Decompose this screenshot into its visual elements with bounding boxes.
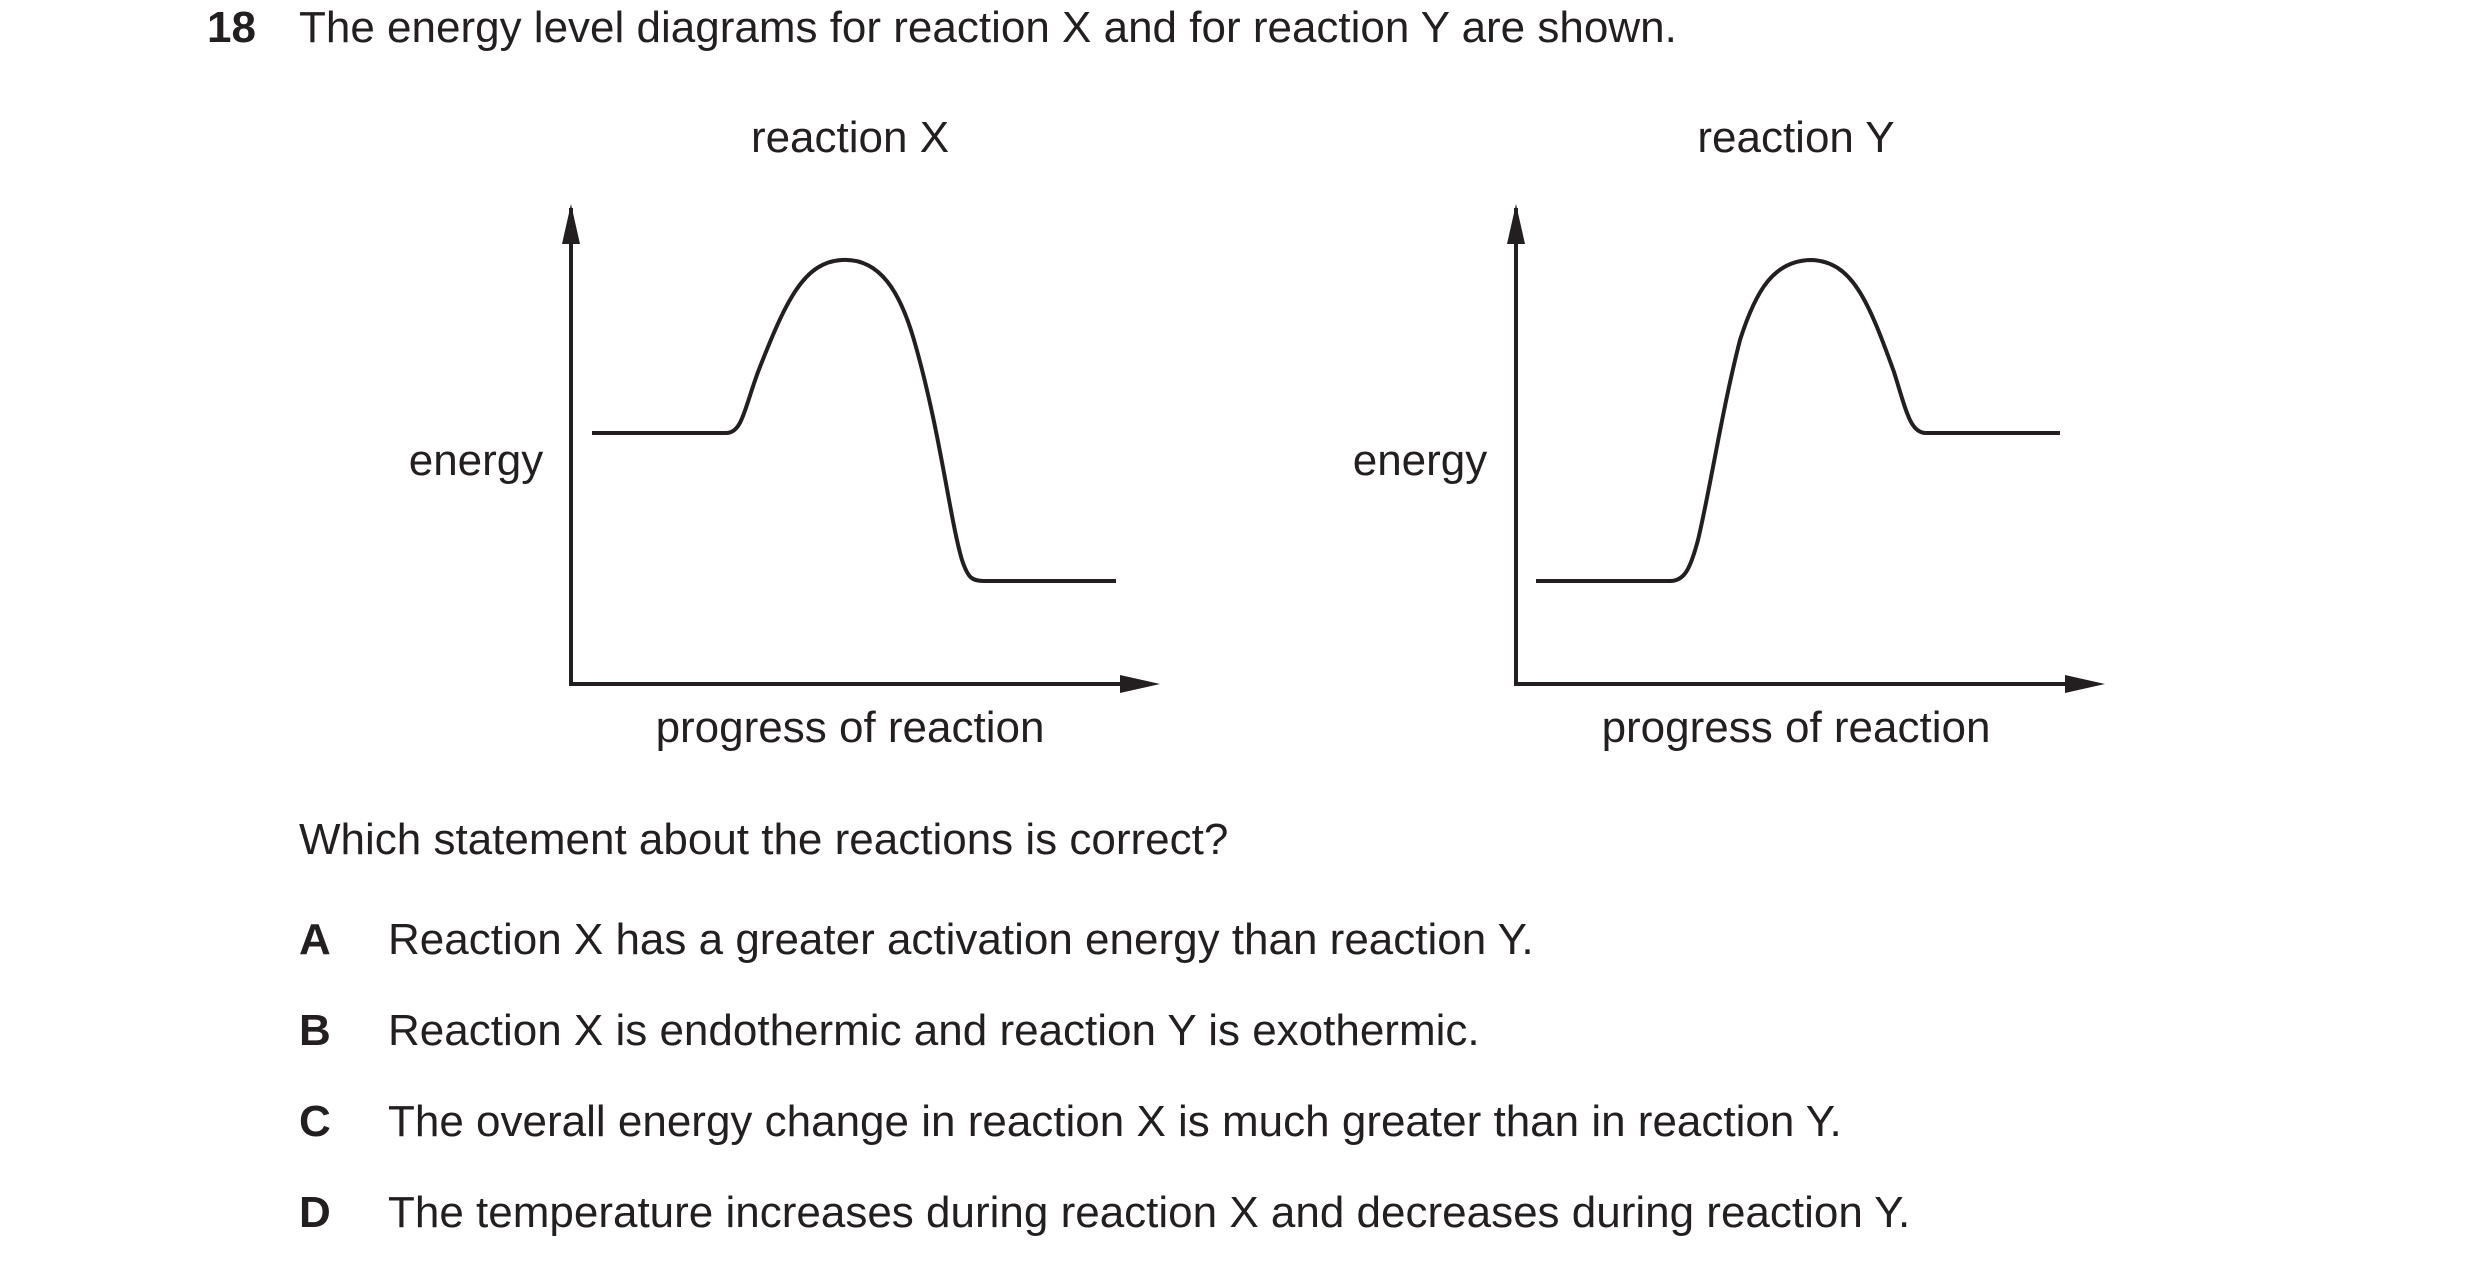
option-text: Reaction X has a greater activation ener…	[388, 915, 1534, 964]
y-axis-label-x: energy	[409, 436, 544, 485]
x-axis-label-x: progress of reaction	[656, 703, 1045, 752]
option-text: The overall energy change in reaction X …	[388, 1097, 1842, 1146]
question-number: 18	[207, 3, 256, 52]
energy-level-diagrams: reaction X energy progress of reaction r…	[409, 113, 2105, 752]
option-b[interactable]: B Reaction X is endothermic and reaction…	[0, 1009, 2100, 1069]
option-letter: D	[299, 1188, 331, 1237]
x-axis-label-y: progress of reaction	[1602, 703, 1991, 752]
y-axis-arrow-x	[562, 204, 580, 244]
energy-profile-curve-y	[1536, 257, 2060, 583]
y-axis-arrow-y	[1507, 204, 1525, 244]
x-axis-arrow-x	[1120, 675, 1160, 693]
energy-profile-curve-x	[592, 257, 1116, 583]
y-axis-label-y: energy	[1353, 436, 1488, 485]
question-prompt: Which statement about the reactions is c…	[299, 815, 1229, 864]
option-letter: A	[299, 915, 331, 964]
diagram-title-x: reaction X	[751, 113, 949, 162]
diagram-title-y: reaction Y	[1697, 113, 1894, 162]
option-a[interactable]: A Reaction X has a greater activation en…	[0, 918, 2100, 978]
option-text: Reaction X is endothermic and reaction Y…	[388, 1006, 1480, 1055]
option-text: The temperature increases during reactio…	[388, 1188, 1911, 1237]
question-stem: The energy level diagrams for reaction X…	[299, 3, 1677, 52]
option-letter: B	[299, 1006, 331, 1055]
option-c[interactable]: C The overall energy change in reaction …	[0, 1100, 2100, 1160]
option-d[interactable]: D The temperature increases during react…	[0, 1191, 2100, 1251]
option-letter: C	[299, 1097, 331, 1146]
diagram-reaction-x: reaction X energy progress of reaction	[409, 113, 1160, 752]
diagram-reaction-y: reaction Y energy progress of reaction	[1353, 113, 2105, 752]
x-axis-arrow-y	[2065, 675, 2105, 693]
